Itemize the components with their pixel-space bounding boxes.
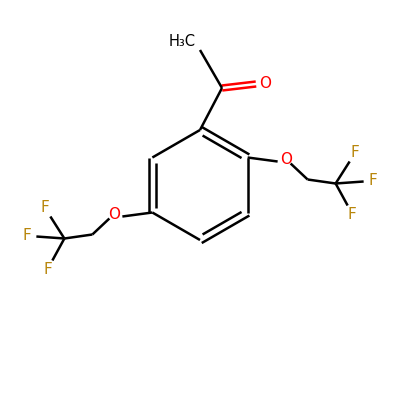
Text: O: O [108, 207, 120, 222]
Text: F: F [368, 173, 377, 188]
Text: O: O [259, 76, 271, 90]
Text: F: F [347, 207, 356, 222]
Text: F: F [41, 200, 50, 215]
Text: H₃C: H₃C [168, 34, 196, 48]
Text: F: F [23, 228, 32, 243]
Text: O: O [280, 152, 292, 167]
Text: F: F [44, 262, 53, 277]
Text: F: F [350, 145, 359, 160]
